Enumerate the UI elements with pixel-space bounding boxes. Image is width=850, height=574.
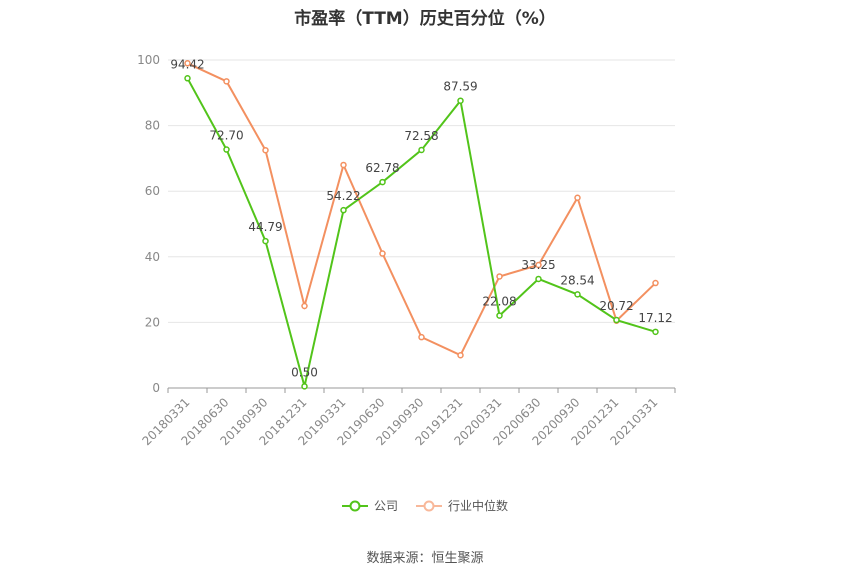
- legend-label-company: 公司: [373, 499, 398, 513]
- data-label: 72.70: [209, 129, 243, 143]
- data-point: [379, 178, 386, 186]
- data-point: [652, 328, 659, 336]
- data-point: [379, 250, 386, 257]
- legend-line-marker-icon: [416, 500, 442, 511]
- data-point: [340, 206, 347, 214]
- y-tick-label: 20: [145, 315, 160, 329]
- data-label: 72.58: [404, 129, 438, 143]
- data-point: [535, 275, 542, 283]
- data-label: 33.25: [521, 258, 555, 272]
- chart-title: 市盈率（TTM）历史百分位（%）: [294, 9, 556, 29]
- series-line: [187, 62, 657, 357]
- data-point: [184, 75, 191, 82]
- legend: 公司 行业中位数: [0, 497, 850, 514]
- data-point: [262, 237, 269, 245]
- data-point: [496, 312, 503, 319]
- data-point: [496, 273, 503, 280]
- data-label: 44.79: [248, 220, 282, 234]
- data-point: [457, 97, 464, 104]
- legend-item-industry-median[interactable]: 行业中位数: [416, 497, 508, 514]
- data-point: [340, 161, 347, 169]
- data-point: [574, 194, 581, 202]
- data-label: 94.42: [170, 57, 204, 71]
- data-label: 22.08: [482, 295, 516, 309]
- data-point: [652, 279, 659, 287]
- data-point: [262, 146, 269, 154]
- data-point: [535, 261, 542, 269]
- data-point: [301, 383, 308, 390]
- legend-item-company[interactable]: 公司: [341, 497, 398, 514]
- data-label: 0.50: [291, 365, 318, 379]
- legend-label-industry-median: 行业中位数: [448, 499, 509, 513]
- data-point: [457, 351, 464, 359]
- y-tick-label: 60: [145, 184, 160, 198]
- data-label: 20.72: [599, 299, 633, 313]
- data-point: [301, 302, 308, 310]
- data-label: 17.12: [638, 311, 672, 325]
- data-label: 54.22: [326, 189, 360, 203]
- data-point: [574, 291, 581, 298]
- data-point: [223, 78, 230, 85]
- legend-line-marker-icon: [341, 500, 368, 511]
- y-tick-label: 100: [137, 53, 160, 67]
- data-point: [223, 146, 230, 153]
- y-tick-label: 0: [152, 381, 160, 395]
- data-label: 28.54: [560, 273, 594, 287]
- data-point: [184, 60, 191, 67]
- y-tick-label: 40: [145, 250, 160, 264]
- data-point: [418, 146, 425, 154]
- y-tick-label: 80: [145, 119, 160, 133]
- data-label: 87.59: [443, 80, 477, 94]
- data-point: [613, 316, 620, 324]
- data-point: [418, 333, 425, 341]
- data-source: 数据来源：恒生聚源: [366, 551, 484, 566]
- data-label: 62.78: [365, 161, 399, 175]
